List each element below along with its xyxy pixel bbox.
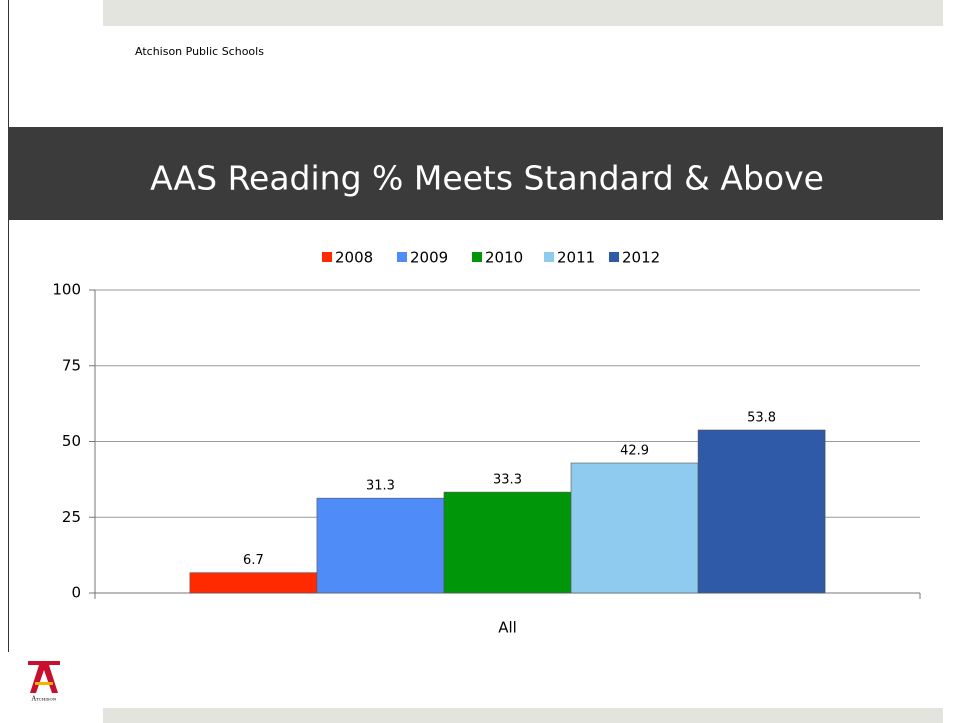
legend-swatch [472, 252, 482, 262]
logo-mark [28, 661, 60, 665]
bar [189, 572, 318, 594]
logo-mark [30, 662, 58, 693]
legend-swatch [544, 252, 554, 262]
data-label: 6.7 [243, 553, 264, 568]
bar [570, 462, 699, 594]
legend-swatch [609, 252, 619, 262]
top-bar [103, 0, 943, 26]
bar [316, 497, 445, 594]
logo: Atchison [28, 661, 60, 703]
organization: Atchison Public Schools [135, 45, 264, 58]
y-tick-label: 100 [52, 281, 81, 299]
title-band [8, 127, 943, 220]
legend-label: 2012 [622, 249, 660, 267]
bottom-bar [103, 708, 943, 723]
data-label: 42.9 [620, 444, 649, 459]
data-label: 53.8 [747, 410, 776, 425]
logo-mark [35, 682, 53, 685]
x-tick-label: All [498, 619, 517, 637]
legend-label: 2009 [410, 249, 448, 267]
legend-swatch [322, 252, 332, 262]
legend-label: 2011 [557, 249, 595, 267]
bar [443, 491, 572, 594]
y-tick-label: 50 [62, 432, 81, 450]
y-tick-label: 0 [71, 584, 81, 602]
legend-label: 2010 [485, 249, 523, 267]
y-tick-label: 75 [62, 356, 81, 374]
data-label: 31.3 [366, 479, 395, 494]
legend-swatch [397, 252, 407, 262]
legend-label: 2008 [335, 249, 373, 267]
bar [697, 429, 826, 594]
chart-title: AAS Reading % Meets Standard & Above [150, 159, 824, 198]
data-label: 33.3 [493, 473, 522, 488]
y-tick-label: 25 [62, 508, 81, 526]
logo-text: Atchison [31, 696, 57, 703]
